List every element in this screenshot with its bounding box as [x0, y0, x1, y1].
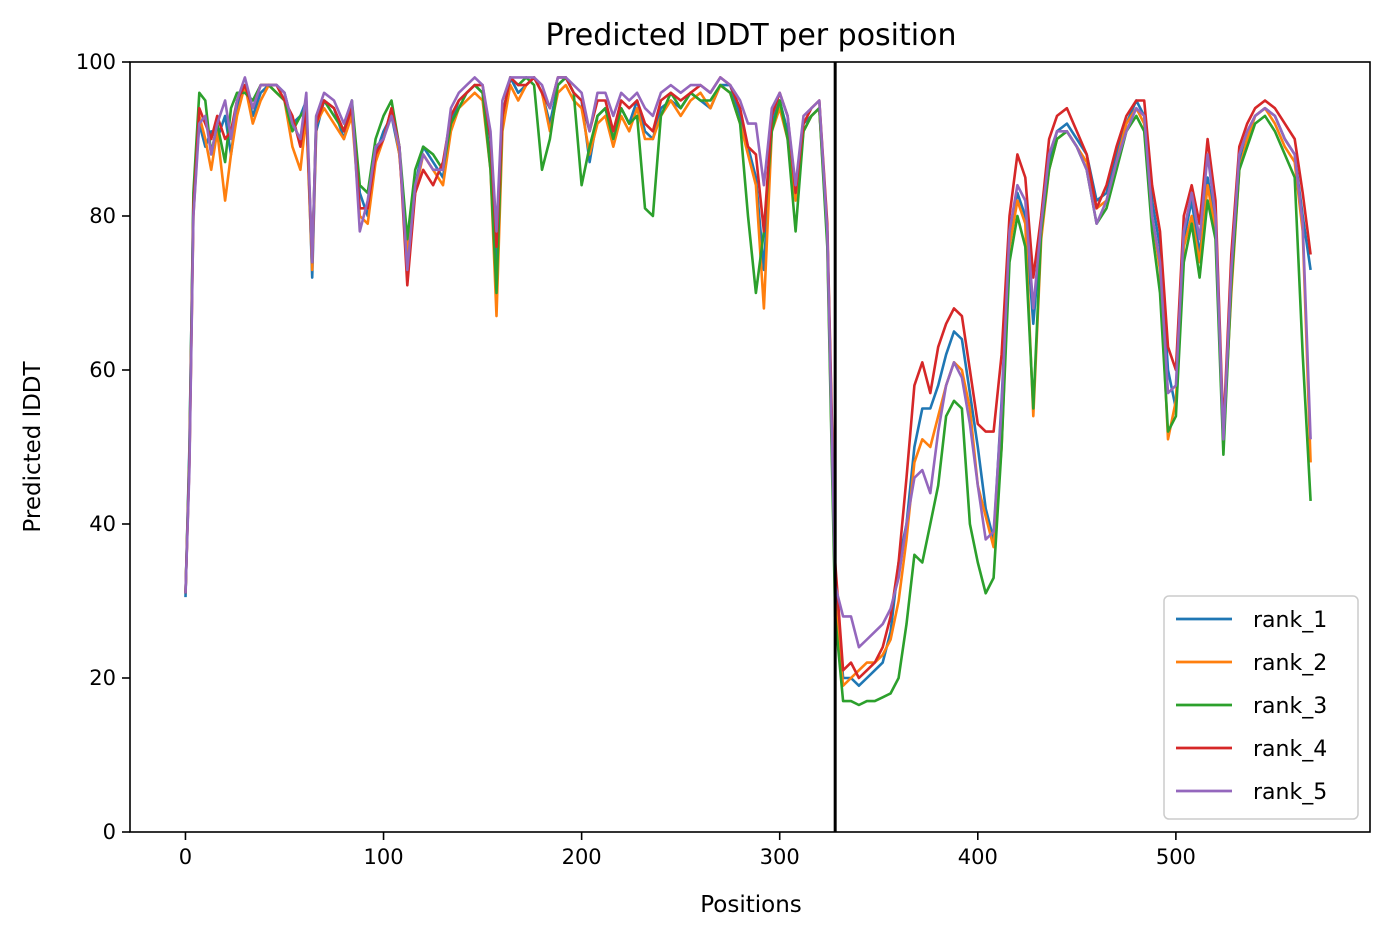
x-tick-label: 200 — [562, 845, 602, 869]
chart-title: Predicted lDDT per position — [546, 18, 957, 53]
legend-label: rank_2 — [1253, 651, 1327, 676]
y-tick-label: 40 — [89, 512, 116, 536]
x-tick-label: 500 — [1156, 845, 1196, 869]
series-layer — [184, 76, 1312, 707]
x-tick-label: 300 — [760, 845, 800, 869]
legend-box — [1163, 595, 1359, 820]
legend-label: rank_1 — [1253, 608, 1327, 633]
legend-label: rank_3 — [1253, 694, 1327, 719]
y-tick-label: 60 — [89, 358, 116, 382]
x-tick-label: 400 — [958, 845, 998, 869]
plot-area — [129, 61, 1371, 833]
y-axis-label: Predicted lDDT — [20, 360, 46, 532]
y-axis: 0 20 40 60 80 100 — [76, 50, 130, 844]
plot-frame — [129, 61, 1371, 833]
x-axis: 0 100 200 300 400 500 — [179, 832, 1196, 869]
legend-label: rank_4 — [1253, 737, 1327, 762]
y-tick-label: 0 — [103, 820, 116, 844]
y-tick-label: 20 — [89, 666, 116, 690]
x-axis-label: Positions — [700, 892, 802, 918]
series-line-rank_5 — [184, 76, 1312, 649]
x-tick-label: 100 — [363, 845, 403, 869]
legend-label: rank_5 — [1253, 780, 1327, 805]
y-tick-label: 80 — [89, 204, 116, 228]
y-tick-label: 100 — [76, 50, 116, 74]
legend: rank_1 rank_2 rank_3 rank_4 rank_5 — [1163, 595, 1359, 820]
x-tick-label: 0 — [179, 845, 192, 869]
